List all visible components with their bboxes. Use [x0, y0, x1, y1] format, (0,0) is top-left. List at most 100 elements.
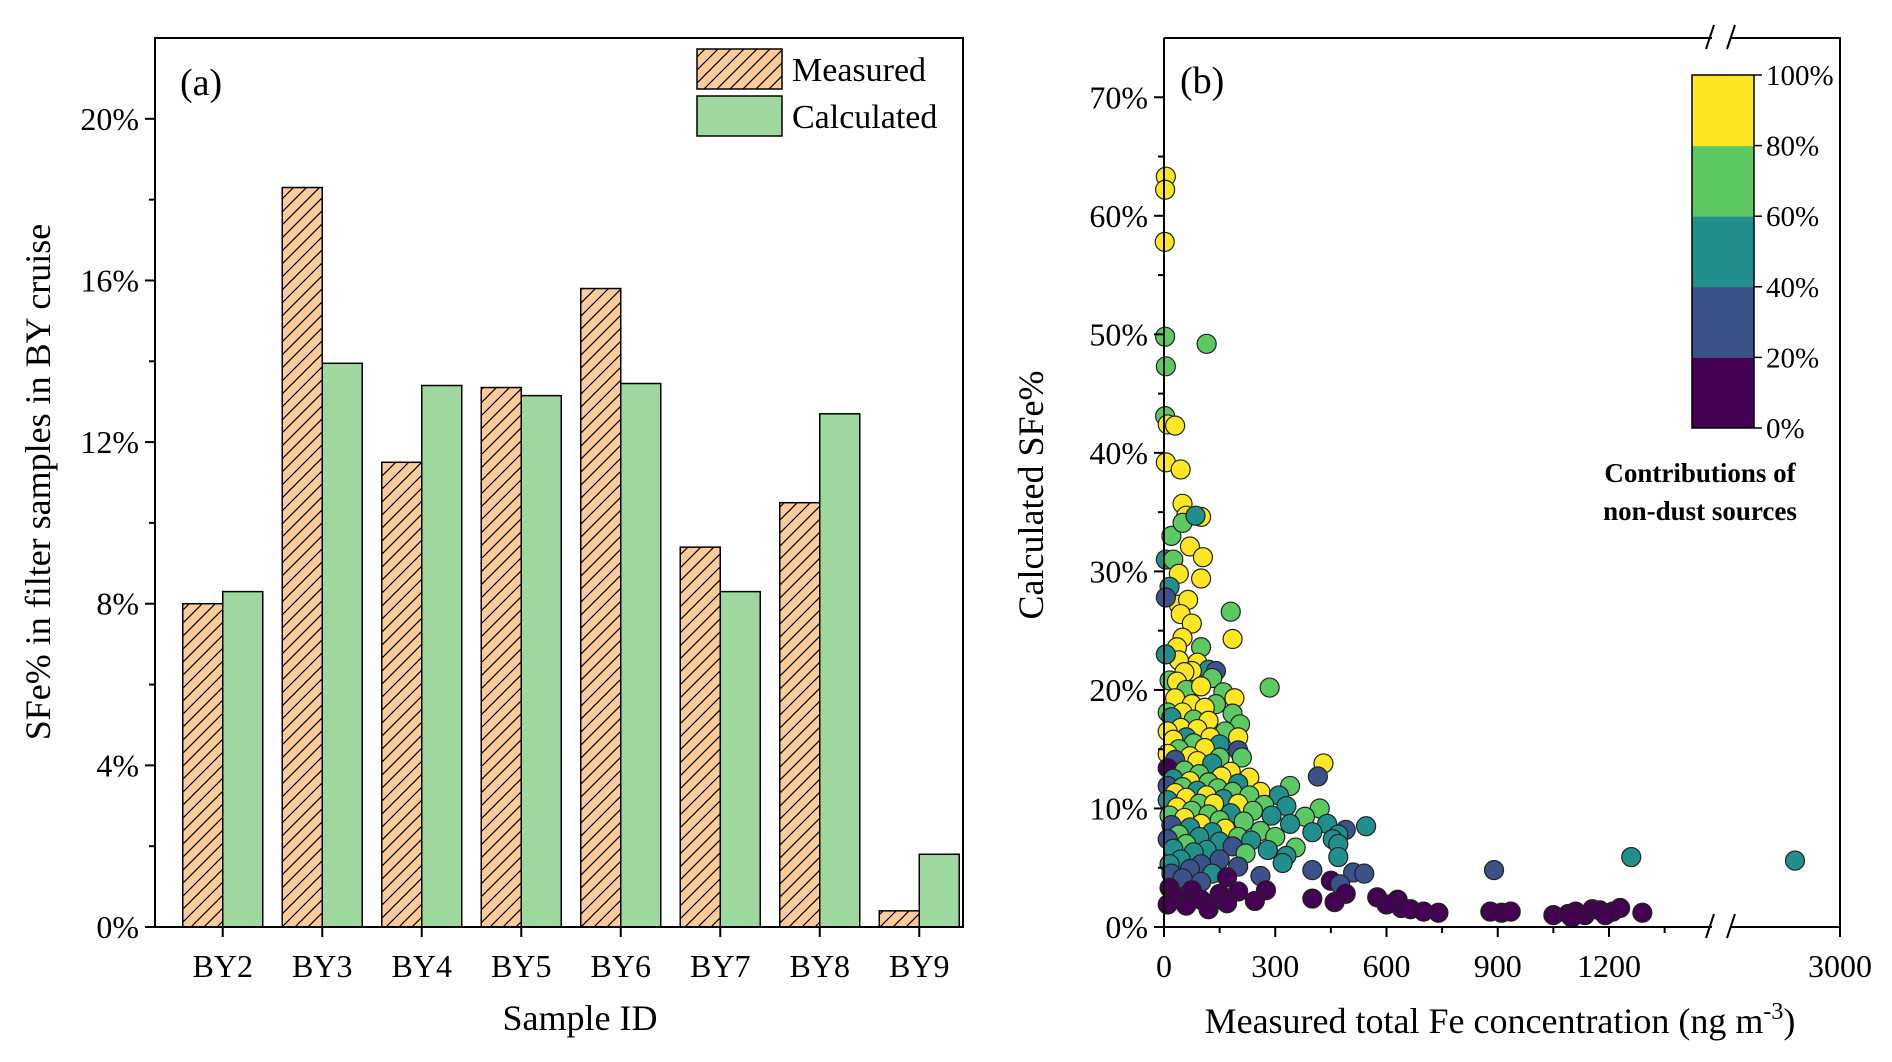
y-tick-label: 20%: [80, 101, 139, 137]
colorbar-title-line2: non-dust sources: [1603, 496, 1797, 526]
scatter-chart-panel: 0% 10% 20% 30% 40% 50% 60% 70% 0 300 600 900 1200 30…: [1011, 24, 1872, 1041]
y-tick-label: 0%: [1105, 909, 1148, 945]
x-tick-label: 3000: [1808, 948, 1872, 984]
scatter-point: [1302, 888, 1323, 909]
y-tick-label: 16%: [80, 262, 139, 298]
colorbar-tick-label: 80%: [1766, 131, 1819, 163]
y-tick-label: 12%: [80, 424, 139, 460]
scatter-point: [1595, 905, 1616, 926]
plot-frame-b: [1163, 37, 1841, 928]
scatter-point: [1244, 890, 1265, 912]
x-tick-label: BY6: [591, 948, 651, 984]
bar-calculated-by7: [719, 590, 761, 928]
scatter-point: [1302, 860, 1323, 881]
scatter-point: [1428, 902, 1449, 923]
x-tick-label: BY3: [292, 948, 352, 984]
bar-measured-by3: [281, 186, 323, 928]
scatter-point: [1621, 846, 1642, 868]
scatter-point: [1272, 852, 1293, 874]
scatter-point: [1165, 415, 1186, 436]
colorbar-swatch: [1692, 286, 1754, 358]
scatter-point: [1500, 901, 1521, 922]
bar-calculated-by9: [918, 853, 960, 928]
bar-calculated-by4: [421, 384, 463, 928]
scatter-point: [1198, 899, 1219, 920]
y-axis-ticks: 0% 10% 20% 30% 40% 50% 60% 70%: [1089, 79, 1164, 945]
bar-measured-by8: [779, 501, 821, 928]
scatter-point: [1181, 613, 1202, 634]
scatter-point: [1155, 644, 1176, 665]
scatter-point: [1161, 525, 1182, 546]
x-axis-ticks: BY2 BY3 BY4 BY5 BY6 BY7 BY8 BY9: [193, 927, 949, 984]
scatter-point: [1176, 895, 1197, 916]
x-tick-label: 600: [1363, 948, 1411, 984]
x-tick-label: 300: [1251, 948, 1299, 984]
bar-calculated-by8: [819, 413, 861, 928]
x-tick-label: BY8: [790, 948, 850, 984]
y-tick-label: 10%: [1089, 790, 1148, 826]
colorbar-tick-label: 100%: [1766, 60, 1834, 92]
legend-label-measured: Measured: [792, 52, 926, 89]
scatter-point: [1155, 587, 1176, 608]
x-tick-label: 900: [1474, 948, 1522, 984]
scatter-point: [1157, 894, 1178, 915]
scatter-point: [1222, 628, 1243, 650]
x-tick-label: 1200: [1577, 948, 1641, 984]
colorbar-tick-label: 20%: [1766, 342, 1819, 374]
scatter-point: [1155, 356, 1176, 377]
x-tick-label: BY9: [889, 948, 949, 984]
y-tick-label: 4%: [96, 747, 139, 783]
scatter-point: [1328, 846, 1349, 868]
bar-series-group: [182, 186, 960, 928]
y-tick-label: 50%: [1089, 316, 1148, 352]
scatter-point: [1324, 892, 1345, 913]
scatter-point: [1483, 860, 1505, 881]
scatter-point: [1185, 505, 1206, 526]
scatter-point: [1190, 676, 1212, 697]
scatter-point: [1179, 536, 1201, 557]
y-axis-label-a: SFe% in filter samples in BY cruise: [18, 224, 58, 741]
y-tick-label: 70%: [1089, 79, 1148, 115]
scatter-point: [1261, 805, 1282, 826]
scatter-point: [1196, 333, 1217, 354]
y-tick-label: 60%: [1089, 198, 1148, 234]
bar-calculated-by3: [321, 362, 363, 928]
colorbar-tick-label: 0%: [1766, 413, 1805, 445]
x-tick-label: BY4: [392, 948, 452, 984]
legend: Measured Calculated: [696, 48, 937, 137]
colorbar-title-line1: Contributions of: [1604, 458, 1796, 488]
axis-break-bottom: [1705, 913, 1736, 939]
scatter-point: [1190, 568, 1212, 589]
scatter-point: [1784, 850, 1806, 871]
y-tick-label: 0%: [96, 909, 139, 945]
colorbar-swatch: [1692, 75, 1754, 147]
bar-calculated-by6: [620, 382, 662, 928]
scatter-point: [1170, 459, 1191, 480]
scatter-point: [1216, 893, 1238, 914]
x-axis-label-a: Sample ID: [503, 998, 658, 1038]
panel-label-b: (b): [1180, 60, 1224, 102]
bar-measured-by9: [878, 910, 920, 928]
colorbar-tick-label: 60%: [1766, 201, 1819, 233]
bar-measured-by2: [182, 602, 224, 928]
scatter-point: [1257, 839, 1278, 861]
x-tick-label: BY7: [690, 948, 750, 984]
scatter-point: [1354, 863, 1375, 884]
legend-swatch-measured: [696, 48, 783, 90]
x-axis-ticks: 0 300 600 900 1200 3000: [1156, 927, 1872, 984]
y-axis-ticks: 0% 4% 8% 12% 16% 20%: [80, 101, 155, 945]
axis-break-top: [1705, 24, 1736, 50]
bar-measured-by4: [381, 461, 423, 928]
scatter-point: [1307, 766, 1328, 787]
scatter-point: [1155, 326, 1176, 347]
bar-measured-by6: [580, 287, 622, 928]
x-axis-label-b: Measured total Fe concentration (ng m-3): [1205, 999, 1796, 1041]
y-tick-label: 30%: [1089, 553, 1148, 589]
legend-label-calculated: Calculated: [792, 99, 937, 136]
y-axis-label-b: Calculated SFe%: [1011, 371, 1051, 620]
bar-measured-by7: [679, 546, 721, 928]
colorbar-swatches: [1692, 75, 1754, 429]
y-tick-label: 20%: [1089, 672, 1148, 708]
x-tick-label: BY2: [193, 948, 253, 984]
y-tick-label: 40%: [1089, 435, 1148, 471]
